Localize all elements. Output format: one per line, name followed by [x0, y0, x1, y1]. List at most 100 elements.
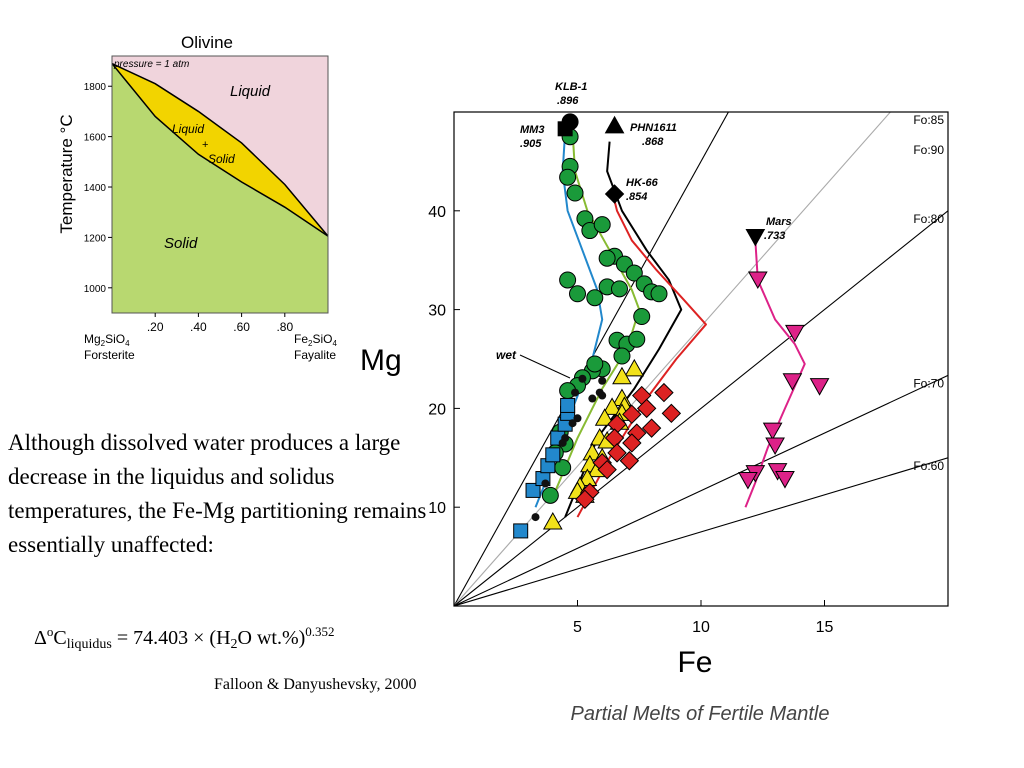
equation-h2-sub: 2: [230, 637, 238, 652]
solidus-curve: [111, 63, 329, 237]
olivine-plot-area: [111, 55, 329, 314]
mm3-point: [513, 523, 529, 539]
mm3-point: [560, 397, 576, 413]
olivine-y-ticks: 1000 1200 1400 1600 1800: [84, 82, 112, 295]
forsterite-formula: Mg2SiO4: [84, 332, 130, 348]
mars-point: [762, 422, 783, 441]
klb-1-point: [569, 285, 586, 303]
fo-line-label: Fo:70: [913, 376, 944, 390]
wet-point: [558, 438, 567, 447]
klb-1-point: [559, 168, 577, 186]
wet-point: [598, 391, 607, 400]
label-klb1-name: KLB-1: [555, 81, 587, 93]
label-wet: wet: [496, 348, 517, 362]
fo-line-label: Fo:80: [913, 212, 944, 226]
klb-1-point: [628, 330, 646, 348]
liquid-solid-field-label-2: Solid: [208, 152, 235, 166]
phn1611-start-marker: [604, 115, 625, 134]
equation-rhs-tail: O wt.%): [237, 627, 306, 649]
mars-point: [747, 271, 768, 289]
klb-1-point: [566, 184, 584, 202]
hk-66-point: [622, 433, 642, 453]
label-mm3-value: .905: [520, 138, 542, 150]
liquid-solid-field-label-1: Liquid: [172, 122, 204, 136]
explanation-paragraph: Although dissolved water produces a larg…: [8, 430, 427, 557]
klb-1-point: [650, 285, 668, 303]
y-axis-label: Mg: [360, 344, 402, 377]
mars-point: [765, 437, 785, 455]
hk-66-point: [622, 404, 642, 425]
label-hk66-name: HK-66: [626, 177, 659, 189]
olivine-y-tick-label: 1200: [84, 233, 107, 244]
olivine-y-tick-label: 1600: [84, 133, 107, 144]
chart-title: Partial Melts of Fertile Mantle: [571, 703, 830, 725]
wet-point: [568, 419, 577, 428]
olivine-x-tick-label: .80: [276, 320, 293, 334]
y-tick-label: 40: [428, 204, 446, 221]
label-phn-value: .868: [642, 136, 664, 148]
phn1611-point: [542, 512, 563, 530]
liquidus-curve: [111, 62, 329, 237]
klb-1-point: [633, 308, 651, 326]
mars-point: [785, 324, 805, 343]
klb-1-point: [541, 486, 559, 504]
mm3-start-marker: [557, 121, 573, 137]
olivine-x-tick-label: .20: [147, 320, 164, 334]
mm3-point: [545, 447, 561, 463]
klb-1-point: [625, 264, 643, 282]
olivine-phase-diagram: Olivine pressure = 1 atm Temperature °C …: [57, 33, 337, 362]
hk-66-point: [607, 443, 627, 463]
mars-point: [738, 472, 758, 490]
mm3-point: [525, 482, 541, 498]
equation-exponent: 0.352: [305, 624, 335, 639]
fo-line: [454, 374, 948, 606]
phn1611-point: [602, 397, 622, 415]
mars-point: [809, 378, 830, 396]
hk-66-point: [661, 403, 682, 424]
equation-liquidus-sub: liquidus: [66, 637, 112, 652]
forsterite-label: Forsterite: [84, 348, 135, 362]
mars-start-marker: [745, 228, 766, 247]
wet-point: [578, 374, 587, 383]
olivine-x-tick-label: .40: [190, 320, 207, 334]
hk-66-start-marker: [604, 184, 625, 204]
citation: Falloon & Danyushevsky, 2000: [214, 676, 417, 693]
olivine-x-tick-label: .60: [233, 320, 250, 334]
partial-melts-chart: Fo:90 Fo:85 Fo:80 Fo:70 Fo:60 5 10 15 10 20 30 40…: [360, 81, 949, 725]
phn1611-point: [612, 366, 632, 385]
label-klb1-value: .896: [557, 95, 579, 107]
olivine-x-ticks: .20 .40 .60 .80: [147, 313, 293, 334]
fo-lines: [454, 112, 948, 606]
fayalite-formula: Fe2SiO4: [294, 332, 337, 348]
fo-line-labels: Fo:90 Fo:85 Fo:80 Fo:70 Fo:60: [913, 113, 944, 473]
x-tick-label: 5: [573, 619, 582, 636]
klb-1-point: [598, 249, 616, 267]
fayalite-label: Fayalite: [294, 348, 336, 362]
hk-66-point: [654, 382, 674, 403]
klb-1-point: [586, 289, 604, 307]
label-hk66-value: .854: [626, 191, 647, 203]
x-tick-label: 10: [692, 619, 710, 636]
hk-66-point: [619, 451, 640, 471]
equation-c: C: [53, 627, 67, 649]
hk-66-point: [597, 459, 617, 480]
equation-rhs: = 74.403 × (H: [111, 627, 231, 649]
hk-66-point: [636, 398, 657, 419]
liquid-solid-field: [112, 63, 328, 237]
hk-66-point: [575, 489, 595, 510]
klb-1-point: [559, 271, 577, 289]
wet-point: [588, 394, 597, 403]
olivine-title: Olivine: [181, 33, 233, 52]
label-phn-name: PHN1611: [630, 122, 677, 134]
phn1611-point: [624, 358, 645, 377]
fo-line-label: Fo:90: [913, 143, 944, 157]
wet-point: [571, 388, 580, 397]
olivine-y-axis-label: Temperature °C: [57, 114, 76, 233]
wet-point: [531, 513, 540, 522]
fo-line: [454, 210, 948, 606]
mars-point: [775, 471, 795, 489]
hk-66-point: [641, 418, 662, 438]
label-mars-value: .733: [764, 230, 785, 242]
olivine-y-tick-label: 1000: [84, 284, 107, 295]
olivine-frame: [111, 55, 329, 314]
